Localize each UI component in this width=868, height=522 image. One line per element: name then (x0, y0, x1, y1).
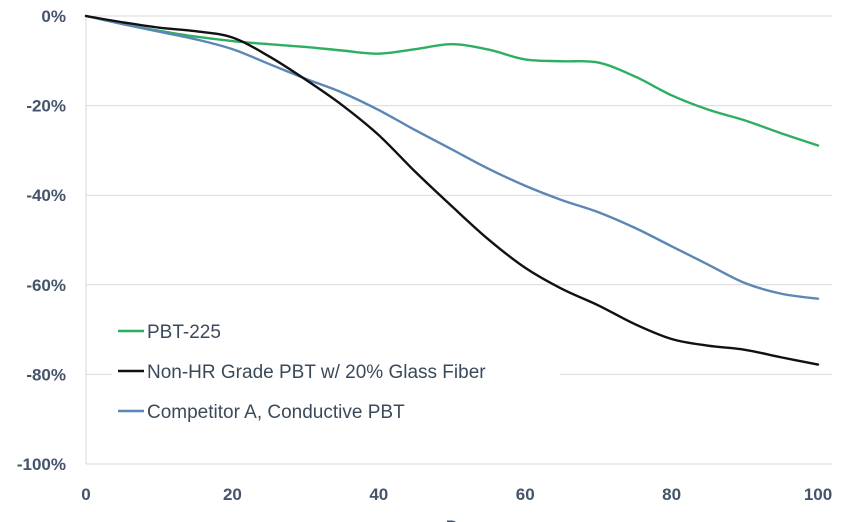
x-axis-title-text: D (446, 517, 458, 522)
y-tick-label-2: -40% (26, 186, 66, 205)
x-tick-label-4: 80 (662, 485, 681, 504)
y-tick-label-0: 0% (41, 7, 66, 26)
legend-label-1: Non-HR Grade PBT w/ 20% Glass Fiber (147, 362, 486, 383)
tick-labels: 0% -20% -40% -60% -80% -100% 0 20 40 60 80 100 (17, 7, 832, 504)
legend: PBT-225 Non-HR Grade PBT w/ 20% Glass Fib… (112, 312, 560, 428)
series-line-1 (84, 14, 820, 366)
y-tick-label-4: -80% (26, 365, 66, 384)
y-tick-label-1: -20% (26, 97, 66, 116)
series-lines (84, 14, 820, 366)
series-line-2 (84, 14, 820, 300)
y-tick-label-3: -60% (26, 276, 66, 295)
y-tick-label-5: -100% (17, 455, 66, 474)
x-tick-label-2: 40 (369, 485, 388, 504)
legend-background (112, 312, 560, 428)
legend-label-2: Competitor A, Conductive PBT (147, 402, 405, 423)
x-axis-title: D (446, 517, 458, 522)
x-tick-label-0: 0 (81, 485, 90, 504)
series-line-0 (84, 14, 820, 147)
axes (85, 16, 832, 465)
legend-label-0: PBT-225 (147, 322, 221, 343)
x-tick-label-5: 100 (804, 485, 832, 504)
x-tick-label-3: 60 (516, 485, 535, 504)
x-tick-label-1: 20 (223, 485, 242, 504)
